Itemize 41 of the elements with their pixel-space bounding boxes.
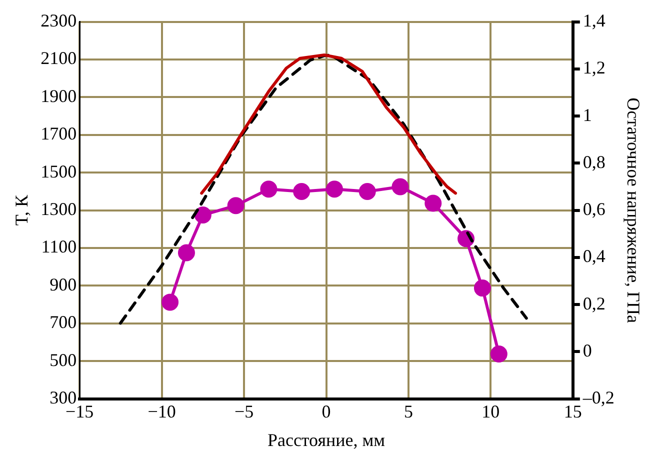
x-tick-label: 10: [482, 401, 500, 422]
y-tick-label: 1900: [40, 86, 77, 106]
y-tick-label: 2100: [40, 48, 77, 68]
point: [326, 180, 343, 198]
y2-tick-label: 0,8: [582, 152, 606, 172]
y-tick-label: 1700: [40, 124, 77, 144]
point: [392, 178, 409, 196]
y-tick-label: 1300: [40, 199, 77, 220]
point: [260, 180, 278, 198]
y2-tick-label: 1,2: [582, 58, 606, 78]
point: [162, 294, 179, 311]
y-tick-label: 1100: [41, 236, 77, 257]
y-tick-label: 700: [50, 312, 77, 332]
point: [358, 182, 376, 200]
x-tick-label: 15: [564, 401, 582, 422]
x-tick-label: 5: [404, 401, 413, 422]
y-axis-title: T, К: [12, 194, 32, 226]
y-tick-label: 500: [50, 350, 77, 370]
y2-tick-label: 0,6: [582, 199, 606, 220]
y2-tick-label: 1,4: [582, 10, 606, 31]
point: [424, 194, 442, 212]
y-tick-label: 900: [50, 274, 77, 294]
y2-tick-label: 0,2: [582, 293, 606, 314]
x-tick-label: −10: [148, 401, 176, 422]
point: [194, 206, 212, 224]
x-axis-title: Расстояние, мм: [267, 430, 386, 450]
point: [490, 346, 508, 363]
line-series: [118, 53, 528, 325]
y-tick-label: 1500: [40, 161, 77, 182]
y-tick-label: 2300: [40, 10, 77, 31]
point: [474, 280, 491, 297]
point: [293, 182, 310, 200]
x-tick-label: 0: [322, 401, 331, 422]
y2-tick-label: 0: [582, 340, 592, 360]
y2-tick-label: –0,2: [582, 388, 614, 408]
y2-axis-title: Остаточное напряжение, ГПа: [623, 98, 644, 323]
y2-tick-label: 1: [582, 104, 592, 125]
point: [178, 244, 195, 262]
y2-tick-label: 0,4: [582, 246, 606, 266]
x-tick-label: −5: [234, 401, 254, 422]
point: [227, 197, 244, 214]
